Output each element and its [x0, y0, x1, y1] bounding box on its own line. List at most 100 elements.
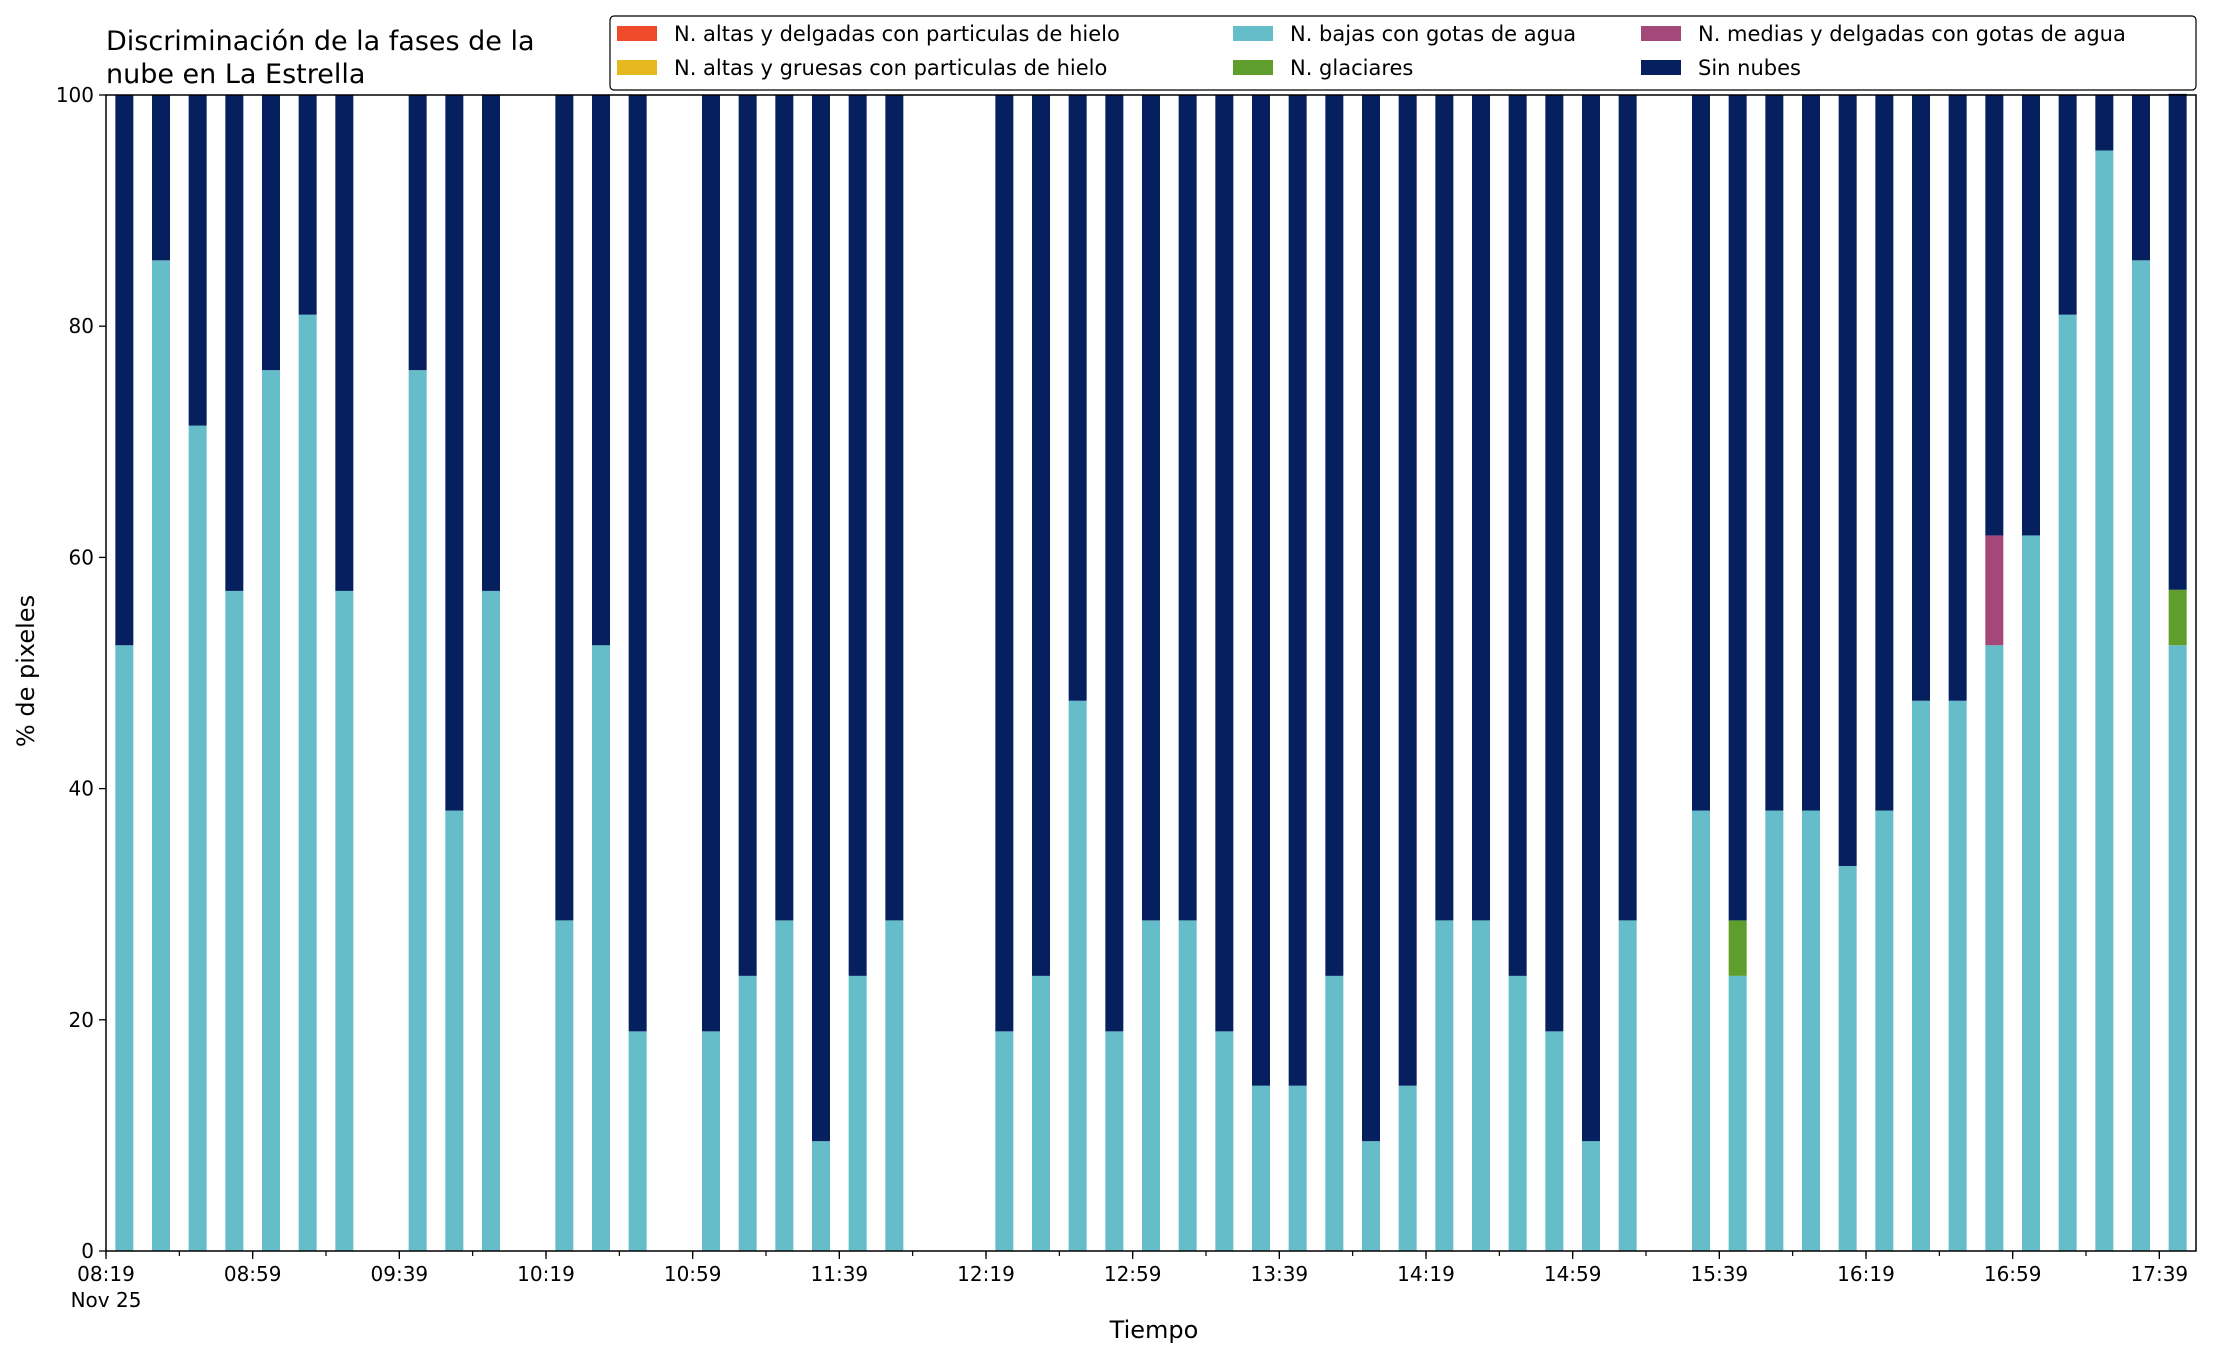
legend-swatch-1 — [617, 26, 657, 41]
bar-1-segment-6 — [115, 95, 134, 646]
x-tick-label: 08:59 — [224, 1262, 282, 1286]
bar-39-segment-4 — [1728, 920, 1747, 976]
bar-25-segment-6 — [1178, 95, 1197, 921]
bar-49-segment-6 — [2095, 95, 2114, 151]
bar-2-segment-3 — [152, 260, 170, 1252]
bar-6-segment-6 — [298, 95, 317, 315]
bar-51-segment-6 — [2168, 93, 2187, 590]
x-tick-label: 15:39 — [1691, 1262, 1749, 1286]
x-tick-label: 12:19 — [957, 1262, 1015, 1286]
bar-20-segment-6 — [995, 95, 1014, 1032]
legend-label-3: N. bajas con gotas de agua — [1290, 22, 1576, 46]
bar-37-segment-3 — [1618, 920, 1637, 1251]
bar-29-segment-6 — [1325, 95, 1344, 976]
x-tick-label: 08:19 — [77, 1262, 135, 1286]
bar-30-segment-3 — [1362, 1141, 1380, 1251]
bar-9-segment-3 — [445, 810, 464, 1251]
bar-21-segment-3 — [1032, 975, 1050, 1251]
legend-swatch-2 — [617, 60, 657, 75]
bar-18-segment-3 — [848, 975, 867, 1251]
bar-22-segment-6 — [1068, 95, 1087, 701]
y-tick-label: 40 — [69, 777, 94, 801]
bar-28-segment-6 — [1288, 95, 1307, 1086]
bar-30-segment-6 — [1362, 95, 1380, 1142]
bar-13-segment-6 — [628, 95, 647, 1032]
bar-42-segment-3 — [1838, 866, 1857, 1251]
bar-1-segment-3 — [115, 645, 134, 1251]
bar-38-segment-3 — [1692, 810, 1710, 1251]
x-tick-label: 10:59 — [664, 1262, 722, 1286]
x-tick-label: 10:19 — [517, 1262, 575, 1286]
x-axis-label: Tiempo — [1109, 1316, 1199, 1344]
bar-5-segment-6 — [262, 95, 280, 371]
bar-24-segment-3 — [1142, 920, 1160, 1251]
bar-40-segment-3 — [1765, 810, 1784, 1251]
bar-51-segment-4 — [2168, 589, 2187, 646]
bar-46-segment-5 — [1985, 535, 2004, 646]
chart-title-line-2: nube en La Estrella — [106, 59, 365, 90]
bar-4-segment-3 — [225, 590, 244, 1251]
x-tick-label: 17:39 — [2131, 1262, 2189, 1286]
bar-26-segment-3 — [1215, 1031, 1234, 1251]
bar-31-segment-6 — [1398, 95, 1417, 1086]
bar-35-segment-3 — [1545, 1031, 1564, 1251]
bar-24-segment-6 — [1142, 95, 1160, 921]
legend-label-5: N. medias y delgadas con gotas de agua — [1698, 22, 2126, 46]
bar-19-segment-3 — [885, 920, 904, 1251]
bar-11-segment-6 — [555, 95, 574, 921]
legend-items: N. altas y delgadas con particulas de hi… — [617, 22, 2126, 80]
bar-23-segment-6 — [1105, 95, 1124, 1032]
x-tick-label: 14:59 — [1544, 1262, 1602, 1286]
bar-18-segment-6 — [848, 95, 867, 976]
bar-3-segment-6 — [188, 95, 207, 426]
y-tick-label: 0 — [81, 1239, 94, 1263]
bar-19-segment-6 — [885, 95, 904, 921]
bar-41-segment-6 — [1802, 95, 1820, 811]
bar-40-segment-6 — [1765, 95, 1784, 811]
bar-49-segment-3 — [2095, 150, 2114, 1251]
bar-44-segment-6 — [1912, 95, 1930, 701]
bar-36-segment-3 — [1582, 1141, 1600, 1251]
bar-21-segment-6 — [1032, 95, 1050, 976]
bar-12-segment-3 — [592, 645, 610, 1251]
bar-28-segment-3 — [1288, 1085, 1307, 1251]
bar-7-segment-3 — [335, 590, 354, 1251]
bar-5-segment-3 — [262, 370, 280, 1251]
legend-label-6: Sin nubes — [1698, 56, 1801, 80]
chart-title-line-1: Discriminación de la fases de la — [106, 26, 535, 57]
legend-box — [609, 15, 2197, 91]
bar-4-segment-6 — [225, 95, 244, 591]
bar-46-segment-3 — [1985, 645, 2004, 1251]
x-tick-sublabel: Nov 25 — [71, 1288, 142, 1312]
legend-label-4: N. glaciares — [1290, 56, 1413, 80]
bar-39-segment-3 — [1728, 975, 1747, 1251]
y-tick-label: 60 — [69, 545, 94, 569]
bar-10-segment-6 — [482, 95, 500, 591]
bar-11-segment-3 — [555, 920, 574, 1251]
x-tick-label: 12:59 — [1104, 1262, 1162, 1286]
bar-8-segment-6 — [408, 95, 427, 371]
x-tick-label: 14:19 — [1397, 1262, 1455, 1286]
bar-34-segment-3 — [1508, 975, 1527, 1251]
plot-frame — [105, 94, 2197, 1252]
bar-45-segment-6 — [1948, 95, 1967, 701]
y-tick-label: 20 — [69, 1008, 94, 1032]
y-axis-label: % de pixeles — [12, 595, 40, 747]
bar-26-segment-6 — [1215, 95, 1234, 1032]
bar-34-segment-6 — [1508, 95, 1527, 976]
bar-46-segment-6 — [1985, 95, 2004, 536]
bar-37-segment-6 — [1618, 95, 1637, 921]
bar-48-segment-3 — [2058, 314, 2077, 1251]
bar-43-segment-6 — [1875, 95, 1894, 811]
bar-44-segment-3 — [1912, 700, 1930, 1251]
bar-10-segment-3 — [482, 590, 500, 1251]
bar-42-segment-6 — [1838, 95, 1857, 867]
bar-33-segment-3 — [1472, 920, 1490, 1251]
legend-label-1: N. altas y delgadas con particulas de hi… — [674, 22, 1120, 46]
bar-50-segment-6 — [2132, 95, 2150, 261]
legend-swatch-4 — [1233, 60, 1273, 75]
bar-2-segment-6 — [152, 95, 170, 261]
legend: N. altas y delgadas con particulas de hi… — [609, 15, 2197, 91]
bar-31-segment-3 — [1398, 1085, 1417, 1251]
